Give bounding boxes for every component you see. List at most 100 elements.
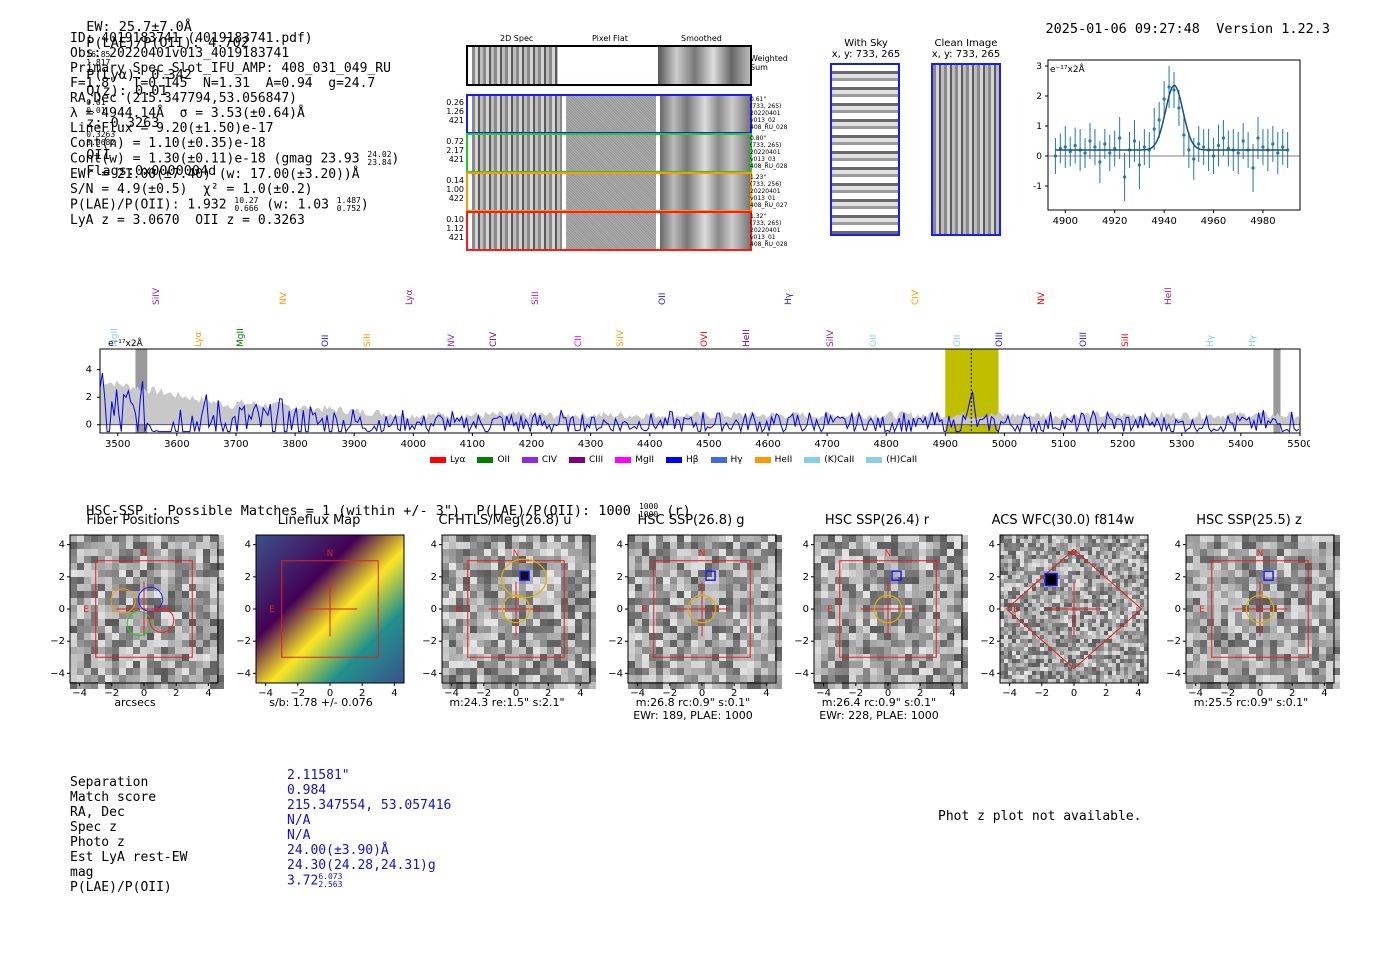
panel-xtick: 2 [1289, 688, 1295, 699]
legend-item: CIV [521, 455, 557, 465]
cutout-2d [472, 96, 562, 132]
match-value: 3.726.073 2.563 [287, 872, 343, 889]
fit-point [1256, 136, 1260, 140]
aperture-circle [501, 594, 531, 624]
spec-xtick-label: 4000 [401, 439, 426, 450]
panel-xtick: 2 [359, 688, 365, 699]
panel-g: HSC SSP(26.8) g N E −4 −2 0 2 4 4 2 0 −2 −4 m:26.8 rc… [598, 510, 784, 730]
match-label: Est LyA rest-EW [70, 850, 188, 865]
with-sky-title: With Sky x, y: 733, 265 [831, 38, 901, 60]
cutout-stats: 0.72 2.17 421 [446, 137, 464, 164]
panel-xtick: 4 [949, 688, 955, 699]
aperture-circle [873, 594, 903, 624]
north-marker: N [699, 549, 706, 559]
cutout-smoothed [660, 174, 750, 210]
panel-caption: m:24.3 re:1.5" s:2.1" [449, 696, 565, 709]
panel-xtick: −2 [290, 688, 305, 699]
panel-ytick: −4 [236, 668, 251, 679]
east-marker: E [83, 605, 89, 615]
panel-ytick: 2 [431, 572, 437, 583]
fit-point [1177, 106, 1181, 110]
panel-xtick: −4 [258, 688, 273, 699]
col-pixel-flat: Pixel Flat [592, 34, 628, 43]
panel-xtick: −2 [1220, 688, 1235, 699]
aperture-circle [1245, 594, 1275, 624]
legend-swatch [430, 457, 446, 463]
cutout-meta: 1.32" (733, 265) 20220401 v013_01 408_RU_028 [750, 213, 788, 248]
with-sky-image [830, 63, 900, 236]
aperture-box [653, 560, 751, 658]
fit-point [1251, 166, 1255, 170]
cutout-2d [472, 174, 562, 210]
fit-point [1281, 145, 1285, 149]
panel-r: HSC SSP(26.4) r N E −4 −2 0 2 4 4 2 0 −2 −4 m:26.4 rc… [784, 510, 970, 730]
panel-image: N E −4 −2 0 2 4 4 2 0 −2 −4 [794, 534, 968, 699]
match-label: P(LAE)/P(OII) [70, 880, 172, 895]
spec-xtick-label: 3800 [282, 439, 307, 450]
line-label: SiIV [152, 287, 163, 305]
panel-title: HSC SSP(26.8) g [637, 513, 745, 528]
cutout-meta: 0.80" (733, 265) 20220401 v013_03 408_RU_028 [750, 135, 788, 170]
match-label: RA, Dec [70, 805, 125, 820]
line-label: Hγ [784, 292, 795, 305]
line-label: CIV [910, 289, 921, 305]
panel-xtick: 4 [391, 688, 397, 699]
aperture-box [281, 560, 379, 658]
header-bar: EW: 25.7±7.0Å P(LAE)/P(OII): 4.702 16.85… [70, 3, 249, 179]
fit-ytick-label: 1 [1036, 122, 1042, 132]
fit-point [1182, 133, 1186, 137]
spectrum-flux-line [99, 372, 1300, 434]
fit-point [1108, 151, 1112, 155]
weighted-2d [472, 47, 558, 84]
masked-region [1273, 349, 1281, 433]
fit-point [1152, 127, 1156, 131]
panel-xtick: 0 [1071, 688, 1077, 699]
fit-point [1083, 151, 1087, 155]
panel-xtick: 0 [1257, 688, 1263, 699]
panel-title: Fiber Positions [86, 513, 180, 528]
spec-ytick-label: 0 [86, 420, 92, 431]
source-ellipse [500, 558, 548, 599]
plya-value: P(Lyα): 0.342 [86, 67, 192, 83]
panel-caption: m:26.4 rc:0.9" s:0.1" EWr: 228, PLAE: 100… [819, 696, 939, 722]
z-value: z: 0.3263 [86, 115, 160, 131]
spec-xtick-label: 5300 [1169, 439, 1194, 450]
panel-ytick: 4 [803, 540, 809, 551]
panel-ytick: −2 [422, 636, 437, 647]
fit-point [1118, 136, 1122, 140]
fit-point [1271, 142, 1275, 146]
panel-ytick: 0 [59, 604, 65, 615]
panel-xtick: 4 [1321, 688, 1327, 699]
panel-ytick: −2 [794, 636, 809, 647]
panel-image: N E −4 −2 0 2 4 4 2 0 −2 −4 [236, 534, 405, 699]
match-value: 0.984 [287, 783, 327, 798]
fit-xtick-label: 4940 [1151, 216, 1176, 227]
fit-point [1202, 145, 1206, 149]
timestamp-version: 2025-01-06 09:27:48 Version 1.22.3 [1029, 5, 1331, 37]
fit-point [1261, 145, 1265, 149]
panel-ytick: −4 [50, 668, 65, 679]
legend-swatch [710, 457, 727, 463]
info-ewr: EWr = 21.00(±7.40) (w: 17.00(±3.20))Å [70, 167, 360, 182]
panel-z: HSC SSP(25.5) z N E −4 −2 0 2 4 4 2 0 −2 −4 m:25.5 rc… [1156, 510, 1342, 730]
panel-ytick: 4 [1175, 540, 1181, 551]
panel-xtick: 2 [173, 688, 179, 699]
spectrum-plot: e⁻¹⁷x2Å 4 2 0 3500 3600 3700 3800 3900 4000 4100… [86, 337, 1310, 450]
qz-error-stack: 0.01 0.01 [86, 98, 106, 115]
legend-swatch [866, 457, 883, 463]
panel-ytick: −4 [794, 668, 809, 679]
cutout-flat [566, 174, 656, 210]
source-marker [519, 570, 530, 581]
z-line: OII [86, 147, 111, 163]
panel-xtick: 0 [513, 688, 519, 699]
panel-image: N E −4 −2 0 2 4 4 2 0 −2 −4 [1166, 534, 1340, 699]
panel-ytick: 2 [1175, 572, 1181, 583]
fit-yticks: 3 2 1 0 -1 [1033, 62, 1048, 192]
spec-ytick-label: 4 [86, 365, 92, 376]
panel-xtick: 2 [1103, 688, 1109, 699]
east-marker: E [641, 605, 647, 615]
fit-point [1167, 85, 1171, 89]
match-value: N/A [287, 828, 311, 843]
panel-ytick: 0 [245, 604, 251, 615]
panel-ytick: 0 [1175, 604, 1181, 615]
